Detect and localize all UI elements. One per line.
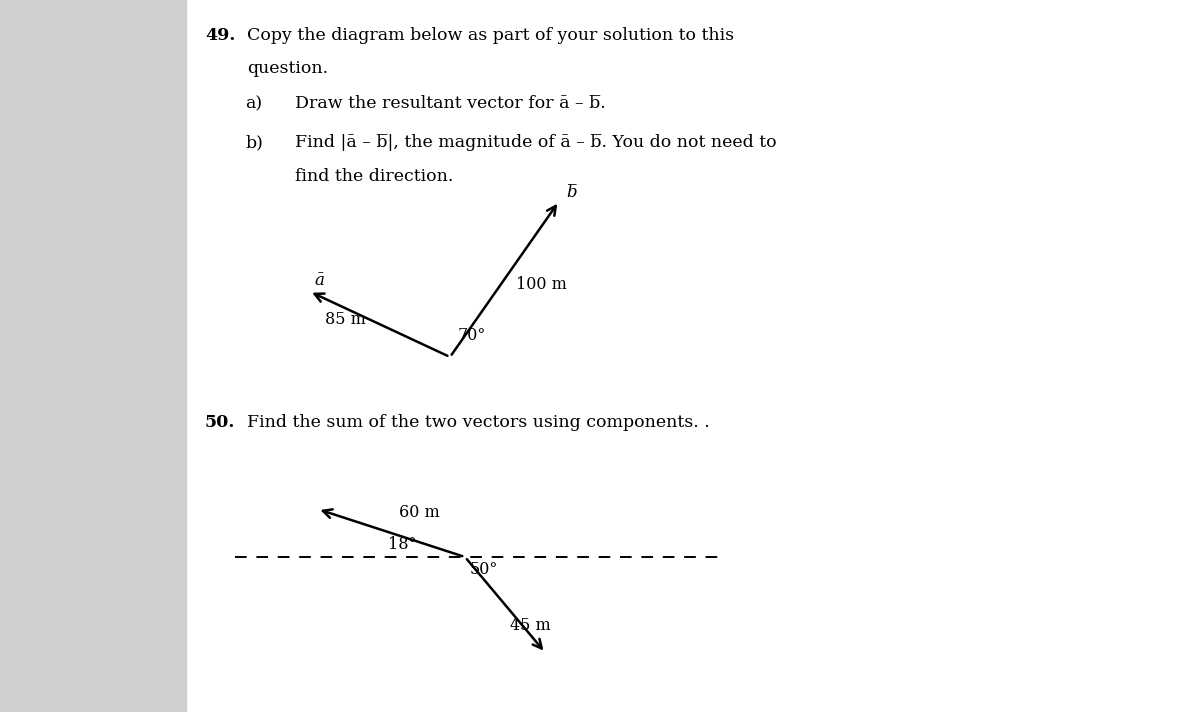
Text: ā: ā (314, 273, 324, 290)
Text: b̅: b̅ (566, 184, 577, 201)
Text: 60 m: 60 m (400, 504, 440, 521)
Text: find the direction.: find the direction. (295, 168, 454, 185)
Text: 45 m: 45 m (510, 617, 551, 634)
Bar (0, 0, 186, 712)
Text: b): b) (245, 134, 263, 151)
Text: Find the sum of the two vectors using components. .: Find the sum of the two vectors using co… (247, 414, 709, 431)
Text: 85 m: 85 m (325, 310, 366, 328)
Text: Copy the diagram below as part of your solution to this: Copy the diagram below as part of your s… (247, 27, 734, 44)
Text: 70°: 70° (458, 327, 486, 344)
Text: Find |ā – b̅|, the magnitude of ā – b̅. You do not need to: Find |ā – b̅|, the magnitude of ā – b̅. … (295, 134, 776, 151)
Text: 50°: 50° (470, 561, 498, 578)
Text: 49.: 49. (205, 27, 235, 44)
Text: Draw the resultant vector for ā – b̅.: Draw the resultant vector for ā – b̅. (295, 95, 606, 112)
Text: 50.: 50. (205, 414, 235, 431)
Text: 18°: 18° (389, 536, 418, 553)
Text: a): a) (245, 95, 262, 112)
Text: question.: question. (247, 60, 328, 77)
Text: 100 m: 100 m (516, 276, 568, 293)
